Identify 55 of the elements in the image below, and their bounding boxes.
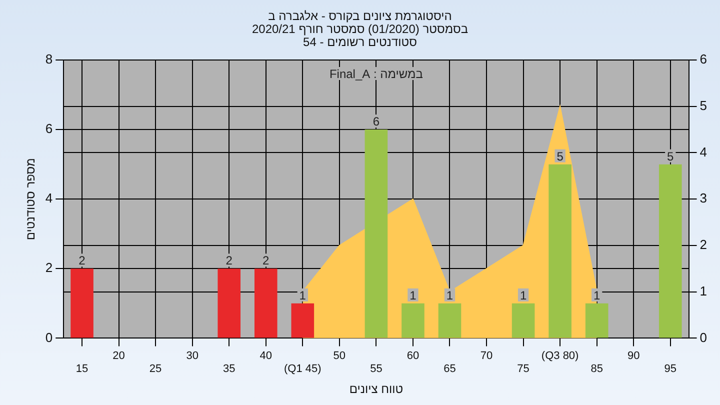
x-tick-label: 55 — [370, 363, 382, 376]
y-tick-label: 4 — [45, 190, 53, 206]
data-label: 5 — [556, 149, 564, 164]
y2-tick-label: 2 — [700, 237, 708, 252]
x-tick-label: 25 — [149, 363, 162, 376]
x-tick-label: 35 — [222, 363, 236, 376]
y-tick-label: 2 — [45, 260, 53, 276]
bar — [512, 303, 535, 338]
x-tick-label: 40 — [260, 350, 272, 362]
bar — [364, 130, 388, 338]
y2-tick-label: 4 — [700, 144, 708, 160]
y2-tick-label: 5 — [700, 98, 708, 113]
x-tick-label: 20 — [112, 350, 125, 362]
x-tick-label: 70 — [480, 350, 493, 362]
x-tick-label: 15 — [76, 363, 88, 376]
y2-tick-label: 0 — [700, 330, 708, 345]
annotation: במשימה : Final_A — [329, 67, 423, 81]
bar — [438, 303, 462, 338]
bar — [548, 164, 572, 338]
x-tick-label: (Q3 80) — [541, 350, 579, 362]
data-label: 2 — [262, 254, 270, 268]
chart-title: היסטוגרמת ציונים בקורס - אלגברה ב בסמסטר (01/2020) סמסטר חורף 2020/21 סטודנטים רשומים - 54 — [250, 9, 470, 49]
x-tick-label: 85 — [590, 363, 603, 376]
x-tick-label: 90 — [627, 350, 640, 362]
bar — [585, 303, 608, 338]
y-axis-title: מספר סטודנטים — [24, 158, 38, 240]
x-tick-label: 65 — [444, 363, 456, 376]
data-label: 6 — [372, 114, 380, 129]
x-axis-title: טווח ציונים — [349, 382, 404, 396]
data-label: 1 — [520, 288, 527, 302]
y-tick-label: 6 — [45, 121, 53, 136]
x-tick-label: 75 — [517, 363, 530, 376]
data-label: 1 — [593, 288, 600, 302]
data-label: 1 — [446, 288, 454, 302]
bar — [658, 164, 682, 338]
data-label: 2 — [226, 254, 233, 268]
bar — [402, 303, 424, 338]
x-tick-label: 30 — [186, 350, 198, 362]
x-tick-label: 60 — [406, 350, 420, 362]
data-label: 1 — [410, 288, 417, 302]
bar — [70, 268, 94, 338]
data-label: 5 — [667, 149, 674, 164]
y-tick-label: 0 — [45, 330, 53, 345]
x-tick-label: (Q1 45) — [284, 363, 322, 376]
data-label: 2 — [78, 254, 86, 268]
x-tick-label: 50 — [333, 350, 346, 362]
data-label: 1 — [299, 288, 306, 302]
y2-tick-label: 3 — [700, 190, 708, 206]
bar — [291, 303, 314, 338]
y2-tick-label: 1 — [700, 283, 708, 298]
y2-tick-label: 6 — [700, 52, 708, 67]
y-tick-label: 8 — [45, 52, 53, 67]
bar — [254, 268, 278, 338]
bar — [218, 268, 241, 338]
x-tick-label: 95 — [664, 363, 677, 376]
